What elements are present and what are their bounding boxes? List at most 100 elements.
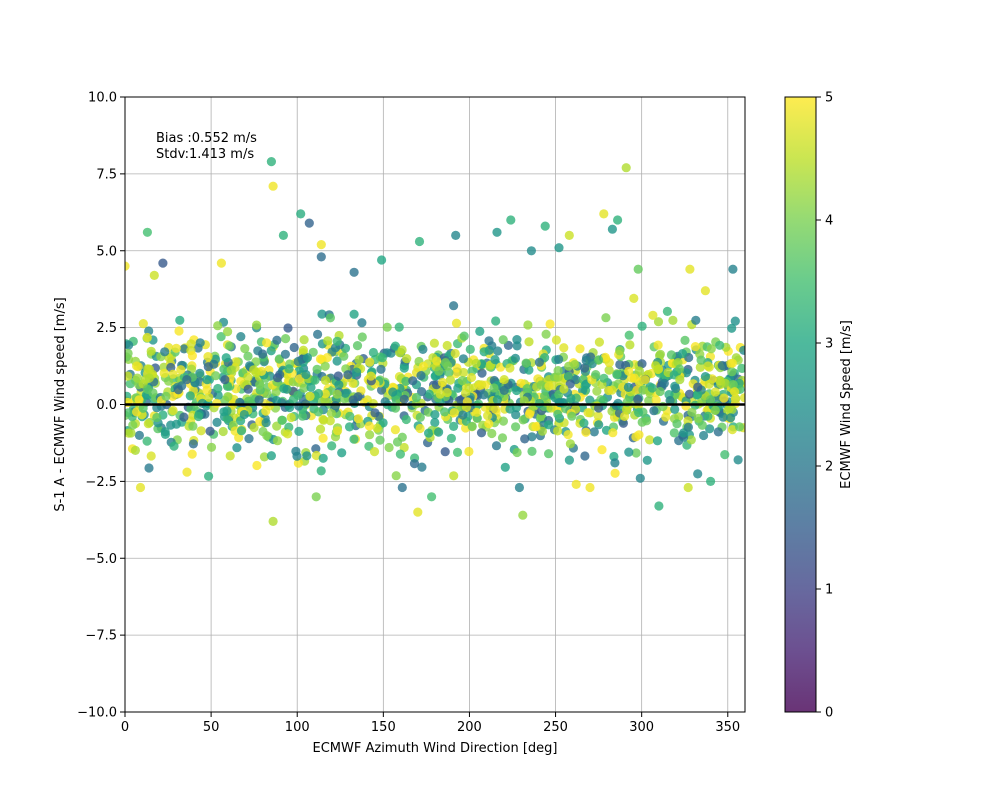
scatter-point (516, 378, 526, 388)
scatter-point (474, 381, 484, 391)
scatter-point (266, 346, 276, 356)
scatter-point (219, 407, 229, 417)
scatter-point (296, 209, 306, 219)
scatter-point (144, 373, 154, 383)
scatter-point (392, 437, 403, 447)
scatter-point (132, 373, 142, 383)
scatter-point (500, 462, 510, 472)
scatter-point (188, 439, 198, 449)
scatter-point (143, 419, 153, 429)
scatter-point (458, 367, 469, 378)
scatter-point (401, 414, 411, 425)
scatter-point (125, 408, 133, 418)
scatter-point (685, 264, 695, 274)
scatter-point (316, 252, 326, 262)
scatter-point (499, 385, 509, 395)
scatter-point (717, 360, 727, 371)
scatter-point (320, 375, 331, 385)
scatter-point (492, 227, 502, 237)
scatter-point (413, 507, 423, 517)
scatter-point (527, 432, 537, 442)
scatter-point (203, 362, 213, 372)
scatter-point (311, 444, 321, 454)
scatter-point (401, 376, 411, 386)
scatter-point (451, 318, 462, 328)
scatter-point (430, 417, 440, 428)
scatter-point (727, 358, 738, 368)
scatter-point (325, 313, 335, 323)
x-tick-label: 250 (543, 720, 568, 735)
scatter-point (710, 405, 720, 415)
scatter-point (579, 418, 589, 428)
scatter-point (384, 442, 394, 453)
scatter-point (126, 428, 136, 438)
x-tick-label: 100 (285, 720, 310, 735)
x-axis-ticks: 0 50 100 150 200 250 300 350 (121, 712, 740, 735)
scatter-point (483, 411, 493, 421)
scatter-point (240, 344, 250, 354)
scatter-point (278, 230, 288, 240)
scatter-point (415, 412, 425, 422)
scatter-point (143, 384, 153, 394)
scatter-point (499, 375, 509, 385)
scatter-point (514, 482, 525, 493)
scatter-point (203, 352, 213, 362)
scatter-point (464, 383, 474, 393)
scatter-point (185, 391, 195, 401)
y-tick-label: −7.5 (85, 629, 117, 644)
scatter-point (629, 293, 639, 303)
scatter-point (282, 384, 292, 394)
scatter-point (621, 163, 631, 173)
scatter-point (377, 353, 387, 363)
scatter-point (298, 345, 308, 355)
scatter-point (492, 395, 502, 405)
scatter-point (565, 379, 575, 389)
scatter-point (390, 403, 401, 413)
colorbar-tick-label: 2 (825, 460, 833, 475)
scatter-point (524, 365, 534, 375)
scatter-point (294, 401, 304, 411)
scatter-point (391, 395, 401, 405)
scatter-point (599, 209, 609, 219)
scatter-point (325, 416, 335, 426)
scatter-point (624, 330, 634, 340)
scatter-point (652, 436, 663, 446)
scatter-point (727, 425, 738, 435)
x-tick-label: 300 (629, 720, 654, 735)
scatter-point (223, 392, 233, 402)
scatter-point (293, 356, 303, 367)
scatter-point (286, 412, 296, 423)
scatter-point (173, 385, 183, 395)
scatter-point (703, 411, 713, 421)
scatter-point (526, 246, 537, 256)
scatter-point (693, 469, 703, 479)
scatter-point (564, 455, 575, 465)
scatter-point (168, 369, 178, 379)
scatter-point (289, 342, 299, 353)
scatter-point (575, 344, 585, 354)
scatter-point (728, 264, 738, 274)
scatter-point (739, 393, 745, 403)
scatter-point (390, 341, 400, 351)
scatter-point (281, 334, 291, 344)
scatter-point (635, 473, 645, 483)
scatter-point (322, 353, 332, 363)
scatter-point (739, 345, 745, 355)
scatter-point (475, 326, 485, 336)
scatter-point (231, 357, 241, 367)
scatter-point (524, 337, 534, 347)
scatter-point (333, 371, 343, 381)
scatter-point (206, 442, 217, 452)
scatter-point (540, 221, 550, 231)
scatter-point (434, 427, 444, 437)
scatter-point (655, 386, 665, 397)
scatter-point (128, 420, 138, 430)
scatter-point (255, 380, 265, 390)
scatter-point (333, 426, 343, 436)
scatter-point (491, 316, 501, 326)
scatter-point (599, 373, 609, 383)
scatter-point (366, 371, 376, 381)
scatter-point (563, 371, 574, 381)
scatter-point (571, 479, 581, 489)
scatter-point (368, 347, 378, 358)
